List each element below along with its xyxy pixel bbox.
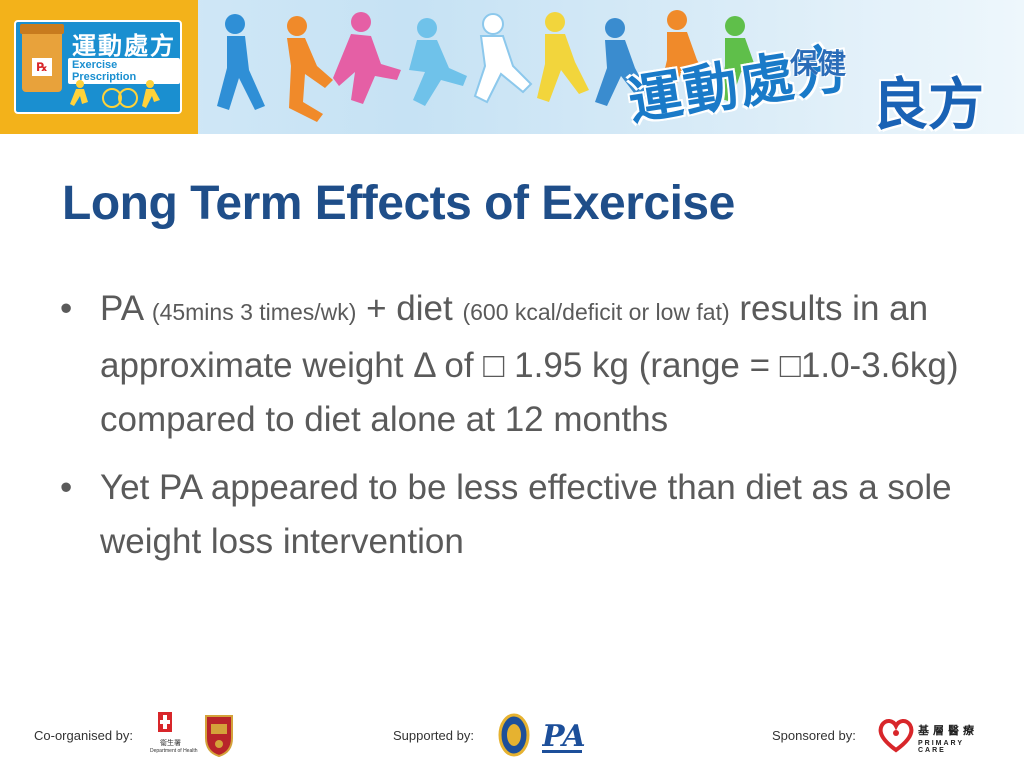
slogan-line2a: 保健 — [790, 48, 847, 79]
runner-figure-1 — [217, 14, 265, 110]
bullet-item: • Yet PA appeared to be less effective t… — [60, 461, 990, 569]
runner-figure-8 — [659, 10, 713, 98]
bullet-pa-detail: (45mins 3 times/wk) — [151, 299, 357, 325]
exercise-prescription-logo: ℞ 運動處方 Exercise Prescription — [0, 0, 198, 134]
runner-figure-6 — [537, 12, 589, 102]
bullet-diet-detail: (600 kcal/deficit or low fat) — [462, 299, 730, 325]
logo-panel: ℞ 運動處方 Exercise Prescription — [14, 20, 182, 114]
bullet-plus-diet: + diet — [366, 289, 453, 328]
runner-figure-2 — [287, 16, 333, 122]
sponsor-name-en: PRIMARY CARE — [918, 740, 964, 754]
runner-figure-3 — [333, 12, 401, 104]
coorganised-label: Co-organised by: — [34, 728, 133, 743]
crest-logo — [202, 712, 236, 758]
primary-care-logo: 基層醫療 PRIMARY CARE — [876, 716, 988, 756]
bullet-text: results in an approximate weight Δ of □ … — [100, 289, 959, 439]
supported-label: Supported by: — [393, 728, 474, 743]
runner-figure-5 — [473, 13, 533, 104]
logo-subtitle: Exercise Prescription — [68, 58, 180, 84]
header-banner: 運動處方 保健 良方 ℞ 運動處方 Exercise Prescription — [0, 0, 1024, 134]
svg-text:PA: PA — [542, 719, 586, 754]
slogan-line2b: 良方 — [872, 73, 984, 134]
bullet-dot-icon: • — [60, 468, 73, 507]
department-of-health-logo: 衞生署 Department of Health — [150, 712, 198, 762]
sponsor-name-zh: 基層醫療 — [918, 725, 978, 737]
bullet-text: Yet PA appeared to be less effective tha… — [100, 468, 952, 561]
footer: Co-organised by: 衞生署 Department of Healt… — [0, 706, 1024, 766]
slide-title: Long Term Effects of Exercise — [62, 177, 735, 230]
runner-figure-4 — [409, 18, 467, 106]
bullet-dot-icon: • — [60, 289, 73, 328]
runner-figure-7 — [595, 18, 651, 106]
bullet-pa: PA — [100, 289, 143, 328]
runners-illustration — [205, 6, 765, 134]
slide-body: • PA (45mins 3 times/wk) + diet (600 kca… — [60, 282, 990, 583]
runner-figure-9 — [719, 16, 765, 102]
bullet-item: • PA (45mins 3 times/wk) + diet (600 kca… — [60, 282, 990, 447]
doh-name-en: Department of Health — [150, 748, 198, 754]
doh-name-zh: 衞生署 — [160, 740, 181, 747]
logo-title: 運動處方 — [72, 33, 176, 60]
logo-sport-figures-icon — [66, 78, 176, 110]
pfa-logo: PA — [541, 714, 588, 756]
rx-symbol: ℞ — [32, 58, 52, 76]
sponsored-label: Sponsored by: — [772, 728, 856, 743]
association-badge-logo — [498, 712, 530, 758]
medicine-jar-icon: ℞ — [20, 24, 64, 92]
